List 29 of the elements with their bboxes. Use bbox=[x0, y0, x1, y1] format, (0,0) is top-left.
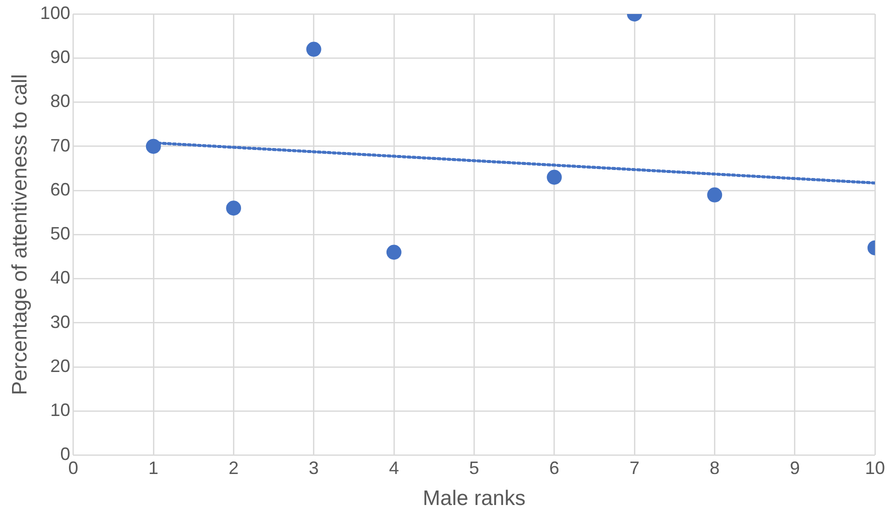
y-tick-label: 80 bbox=[50, 91, 70, 112]
x-tick-label: 5 bbox=[469, 458, 480, 478]
point bbox=[546, 170, 562, 185]
y-tick-label: 50 bbox=[50, 224, 70, 244]
y-tick-label: 10 bbox=[50, 400, 70, 420]
y-tick-label: 30 bbox=[50, 312, 70, 332]
y-tick-label: 0 bbox=[60, 444, 70, 464]
x-tick-label: 4 bbox=[388, 458, 399, 478]
x-axis-title: Male ranks bbox=[422, 487, 526, 510]
y-tick-label: 40 bbox=[50, 268, 70, 288]
y-tick-label: 20 bbox=[50, 356, 70, 376]
point bbox=[146, 138, 161, 154]
y-tick-label: 90 bbox=[50, 47, 70, 68]
y-tick-label: 100 bbox=[40, 2, 70, 23]
x-tick-label: 6 bbox=[549, 458, 560, 478]
point bbox=[306, 42, 322, 57]
y-tick-label: 70 bbox=[50, 135, 70, 156]
y-tick-label: 60 bbox=[50, 179, 70, 200]
point bbox=[386, 244, 402, 260]
x-tick-label: 7 bbox=[629, 458, 640, 478]
x-tick-label: 9 bbox=[790, 458, 800, 478]
x-tick-label: 8 bbox=[710, 458, 720, 478]
point bbox=[707, 187, 722, 202]
x-tick-label: 10 bbox=[864, 458, 886, 478]
x-tick-label: 2 bbox=[228, 458, 239, 478]
y-axis-title: Percentage of attentiveness to call bbox=[8, 74, 32, 396]
point bbox=[226, 200, 242, 216]
x-tick-label: 1 bbox=[148, 458, 158, 478]
x-tick-label: 3 bbox=[308, 458, 319, 478]
